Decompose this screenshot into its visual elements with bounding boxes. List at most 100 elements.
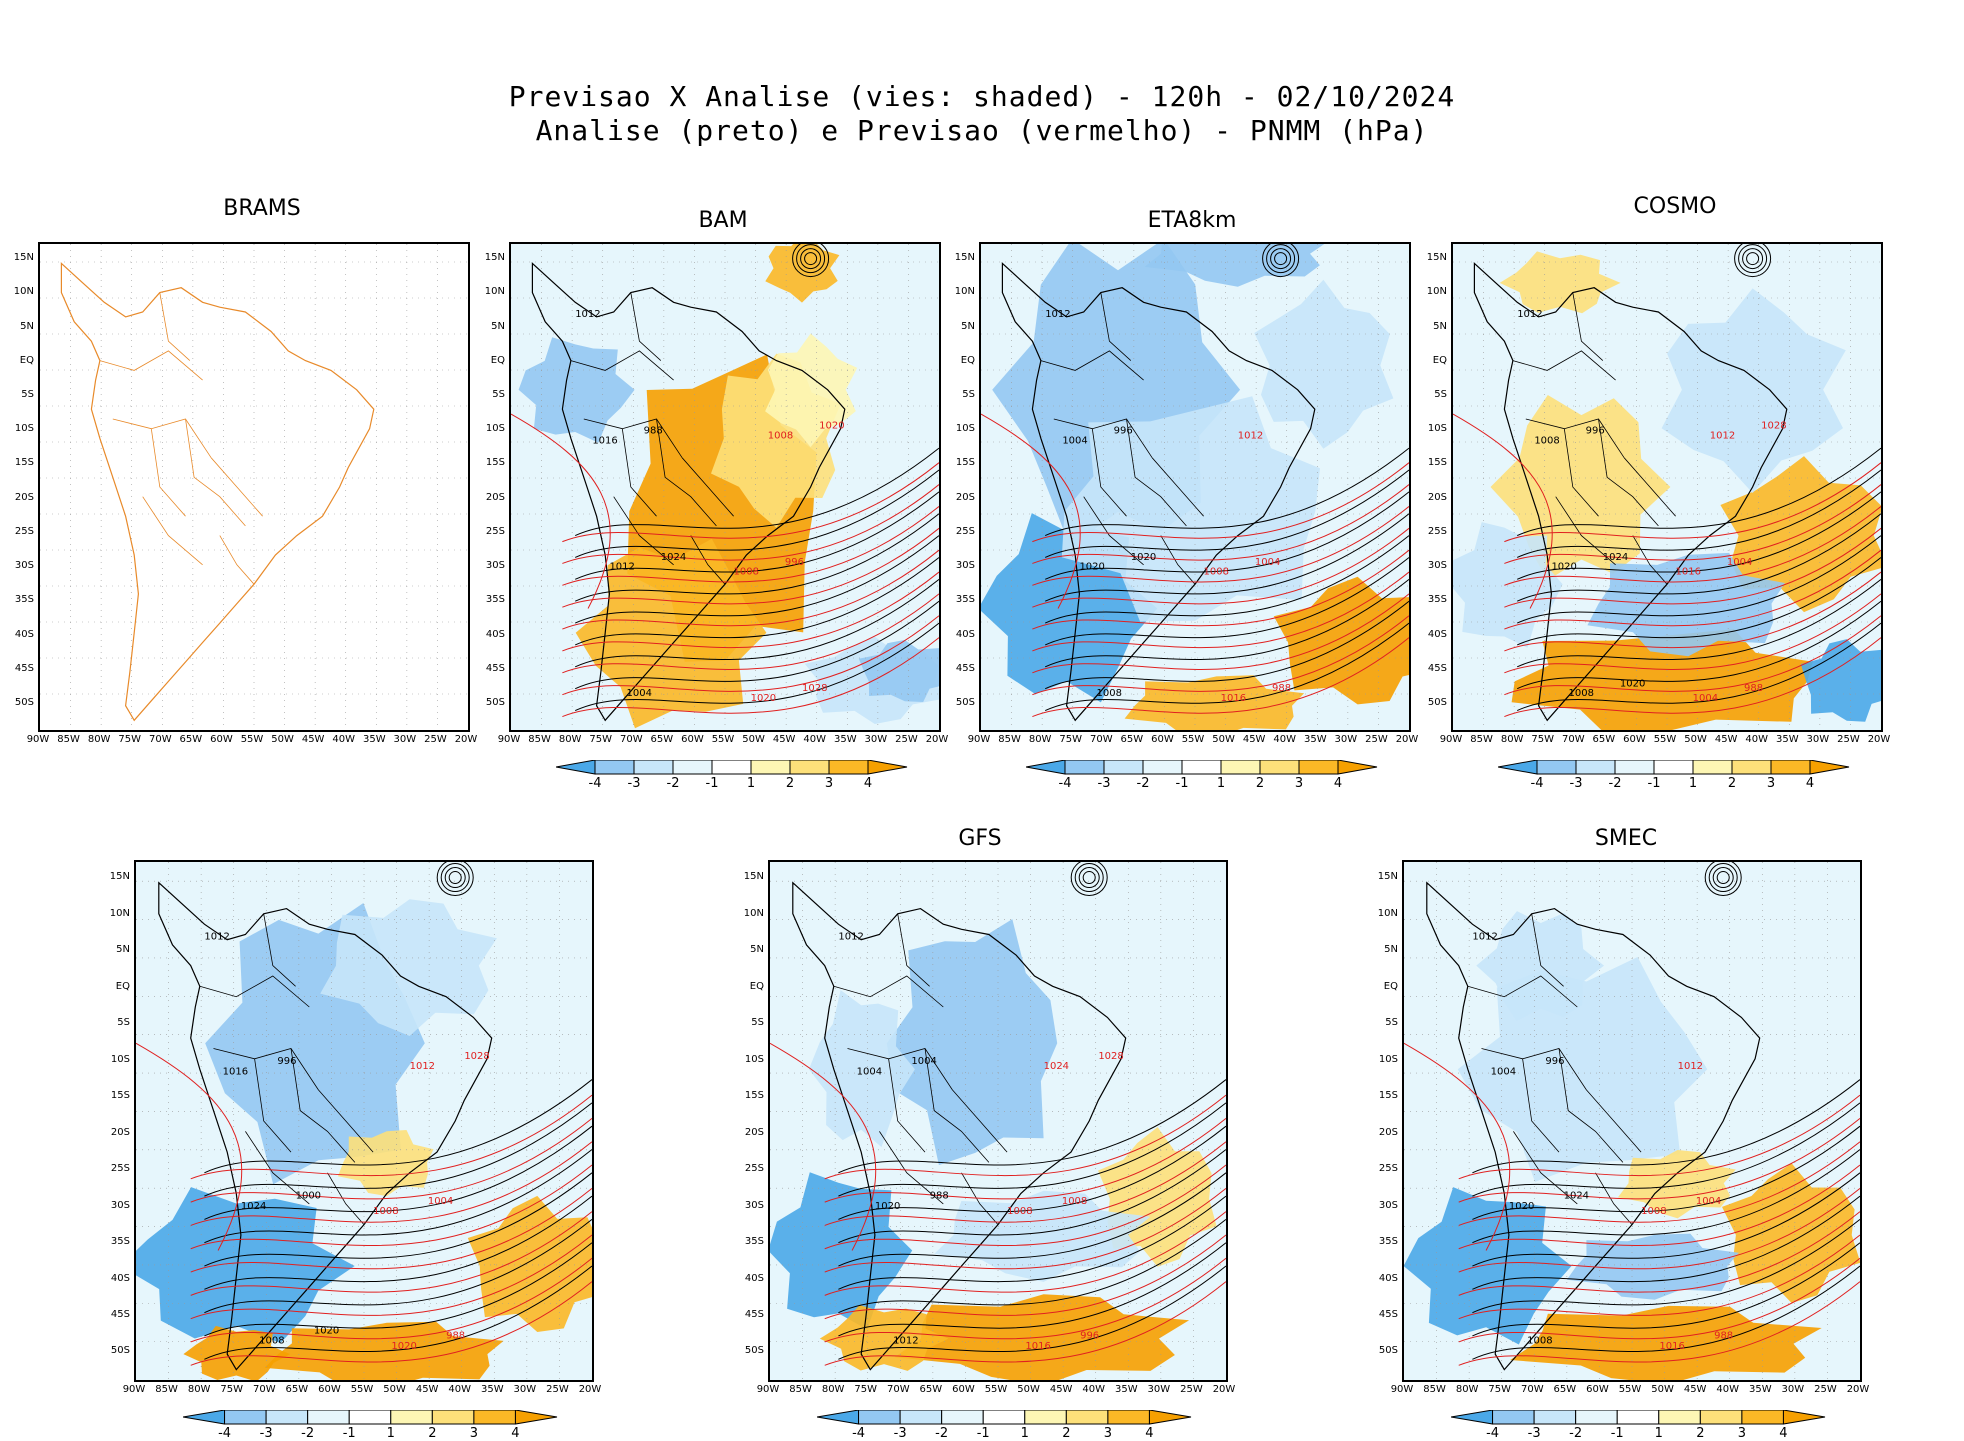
- lon-tick-label: 90W: [1390, 1384, 1414, 1395]
- lon-tick-label: 65W: [285, 1384, 309, 1395]
- bias-shade-region: [1510, 1305, 1822, 1380]
- country-border: [1160, 535, 1196, 585]
- bias-shade-region: [770, 1172, 913, 1330]
- lat-tick-label: 25S: [14, 525, 34, 537]
- colorbar-label: -4: [1530, 776, 1544, 791]
- lon-tick-label: 55W: [711, 734, 735, 745]
- map-panel-unlabeled: 1012 1008 1016 1020 1024 1012 1008 1004 996 988 10…: [134, 860, 594, 1382]
- lon-tick-label: 25W: [1180, 1384, 1203, 1395]
- colorbar-swatch: [1692, 760, 1733, 775]
- lon-tick-label: 70W: [1089, 734, 1113, 745]
- map-panel-bam: 1012 1008 1016 1020 1012 1008 1004 996 988 1028 10…: [509, 242, 941, 732]
- colorbar-swatch: [1533, 1410, 1577, 1425]
- lon-tick-label: 35W: [1775, 734, 1799, 745]
- colorbar-swatch: [183, 1410, 226, 1425]
- colorbar-label: -3: [1569, 776, 1583, 791]
- country-border: [99, 350, 203, 381]
- lat-tick-label: 5S: [962, 389, 975, 400]
- country-border: [254, 1058, 292, 1153]
- colorbar: [1026, 760, 1378, 775]
- lon-tick-label: 75W: [220, 1384, 244, 1395]
- low-pressure-contour: [1716, 871, 1730, 885]
- isobar-label: 1008: [1569, 688, 1594, 699]
- country-border: [897, 913, 930, 987]
- forecast-isobar: [1504, 527, 1881, 608]
- forecast-isobar: [562, 571, 939, 652]
- lon-tick-label: 85W: [1470, 734, 1493, 745]
- low-pressure-contour: [1746, 252, 1760, 266]
- lat-tick-label: 15S: [14, 457, 34, 469]
- isobar-label: 1020: [314, 1325, 339, 1336]
- lat-tick-label: 15S: [485, 457, 505, 469]
- colorbar-label: 4: [1779, 1426, 1788, 1441]
- analysis-isobar: [1472, 1102, 1860, 1197]
- lon-tick-label: 90W: [497, 734, 521, 745]
- colorbar-label: 4: [1805, 776, 1815, 791]
- map-panel-brams: [38, 242, 470, 732]
- lon-tick-label: 20W: [454, 734, 478, 745]
- lat-tick-label: 5S: [492, 389, 505, 400]
- isobar-label: 1012: [1472, 932, 1497, 943]
- lon-tick-label: 55W: [1618, 1384, 1642, 1395]
- forecast-isobar: [1504, 571, 1881, 652]
- isobar-label: 1000: [296, 1191, 321, 1202]
- low-pressure-contour: [448, 871, 462, 885]
- analysis-isobar: [1516, 491, 1881, 580]
- colorbar-label: -3: [259, 1426, 273, 1441]
- isobar-label: 1028: [1761, 421, 1786, 432]
- analysis-isobar: [838, 1172, 1226, 1267]
- isobar-label: 996: [785, 557, 804, 568]
- analysis-isobar: [1044, 600, 1409, 690]
- lon-tick-label: 25W: [1814, 1384, 1837, 1395]
- lat-tick-label: 10S: [744, 1053, 764, 1065]
- colorbar-swatch: [1498, 760, 1538, 775]
- colorbar-label: 3: [824, 776, 834, 791]
- lon-tick-label: 50W: [742, 734, 765, 745]
- lon-tick-label: 50W: [271, 734, 294, 745]
- colorbar-swatch: [1575, 760, 1616, 775]
- lat-tick-label: 15S: [744, 1090, 764, 1102]
- colorbar-swatch: [1809, 760, 1850, 775]
- bias-shade-region: [1499, 251, 1621, 314]
- lat-tick-label: 45S: [744, 1308, 764, 1320]
- lon-tick-label: 50W: [1212, 734, 1235, 745]
- lat-tick-label: 10N: [1426, 286, 1447, 298]
- low-pressure-contour: [804, 252, 818, 266]
- analysis-isobar: [1472, 1149, 1860, 1244]
- country-border: [290, 1048, 356, 1163]
- lon-tick-label: 60W: [1623, 734, 1646, 745]
- colorbar-label: -2: [1569, 1426, 1583, 1441]
- colorbar-swatch: [431, 1410, 475, 1425]
- lat-tick-label: 25S: [1427, 525, 1447, 537]
- lat-tick-label: 5N: [116, 944, 130, 956]
- forecast-isobar: [1504, 637, 1881, 718]
- lat-tick-label: 5N: [961, 320, 975, 332]
- isobar-label: 1016: [1025, 1341, 1050, 1352]
- forecast-isobar: [1453, 413, 1553, 609]
- low-pressure-contour: [800, 248, 822, 270]
- lat-tick-label: 15N: [1377, 871, 1398, 883]
- analysis-isobar: [204, 1079, 592, 1174]
- colorbar-swatch: [633, 760, 674, 775]
- isobar-label: 1012: [1678, 1061, 1703, 1072]
- map-svg: 1012 1008 1004 1016 1020 1024 1012 1008 1004 996 9…: [770, 862, 1226, 1380]
- lat-tick-label: 50S: [110, 1345, 130, 1357]
- lon-tick-label: 90W: [122, 1384, 146, 1395]
- low-pressure-contour: [1266, 244, 1296, 274]
- lat-tick-label: 50S: [1378, 1345, 1398, 1357]
- colorbar-swatch: [307, 1410, 350, 1425]
- lon-tick-label: 45W: [1683, 1384, 1707, 1395]
- colorbar-label: -1: [1647, 776, 1661, 791]
- forecast-isobar: [1032, 549, 1409, 630]
- lon-tick-label: 80W: [1455, 1384, 1479, 1395]
- lon-tick-label: 85W: [528, 734, 551, 745]
- low-pressure-contour: [1738, 244, 1768, 274]
- colorbar-label: 3: [1294, 776, 1304, 791]
- country-border: [1632, 535, 1668, 585]
- lon-tick-label: 80W: [821, 1384, 845, 1395]
- colorbar-swatch: [1614, 760, 1655, 775]
- isobar-label: 1024: [661, 552, 686, 563]
- lon-tick-label: 35W: [480, 1384, 504, 1395]
- map-svg: [40, 244, 468, 730]
- isobar-label: 1024: [1044, 1061, 1069, 1072]
